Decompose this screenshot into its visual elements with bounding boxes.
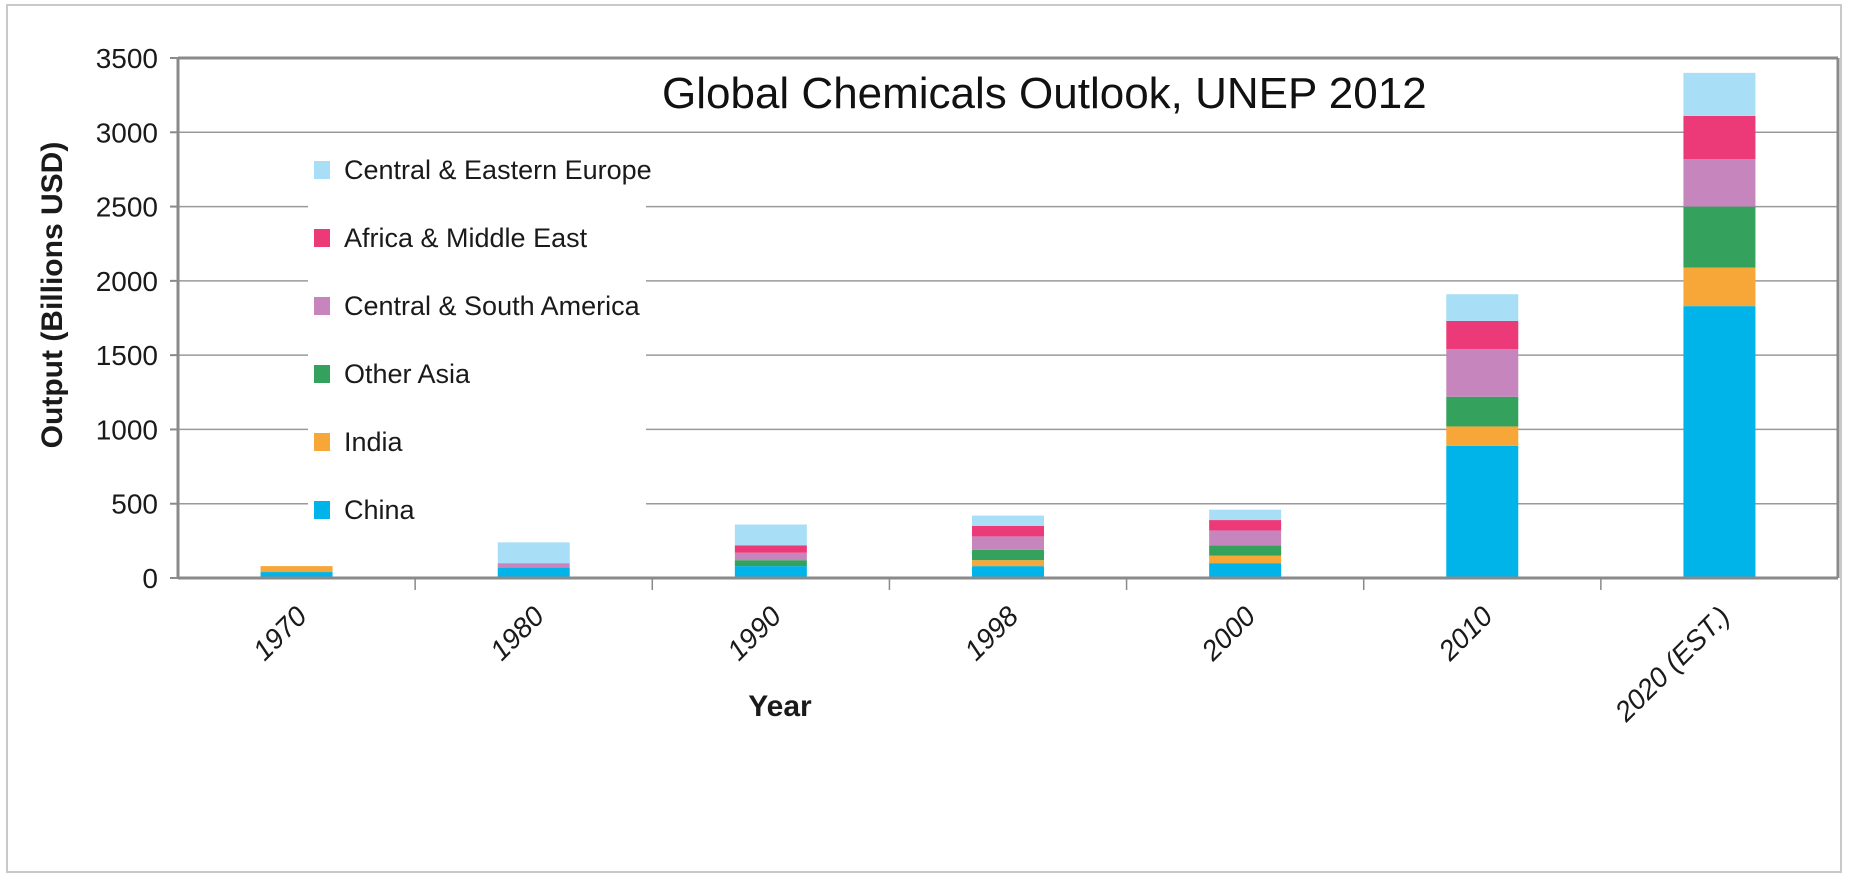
y-tick-label: 2000	[96, 266, 158, 297]
bar-segment	[1683, 206, 1756, 268]
bar-segment	[1209, 509, 1282, 521]
bar-segment	[1446, 294, 1519, 321]
bar-segment	[1209, 555, 1282, 564]
legend-label: Central & South America	[344, 291, 641, 321]
legend-box	[308, 148, 646, 540]
bar-segment	[972, 560, 1044, 567]
legend-swatch	[314, 297, 330, 315]
legend-swatch	[314, 229, 330, 247]
bar-segment	[972, 515, 1044, 526]
y-tick-label: 1500	[96, 340, 158, 371]
bar-segment	[260, 566, 333, 573]
y-tick-label: 3000	[96, 117, 158, 148]
y-tick-label: 0	[142, 563, 158, 594]
x-tick-label: 2000	[1195, 600, 1262, 667]
x-axis-title: Year	[748, 690, 812, 723]
x-tick-label: 1990	[721, 600, 787, 666]
bar-segment	[734, 524, 807, 546]
bar-segment	[1446, 320, 1519, 350]
y-tick-label: 1000	[96, 414, 158, 445]
y-axis-title: Output (Billions USD)	[36, 142, 69, 449]
legend: Central & Eastern Europe Africa & Middle …	[314, 155, 652, 525]
bar-segment	[972, 536, 1044, 550]
legend-label: Other Asia	[344, 359, 471, 389]
legend-swatch	[314, 365, 330, 383]
bar-segment	[1209, 520, 1282, 531]
legend-label: India	[344, 427, 404, 457]
axes	[176, 56, 1840, 580]
bar-segment	[734, 566, 807, 578]
bar-segment	[972, 566, 1044, 578]
bar-segment	[972, 549, 1044, 561]
legend-swatch	[314, 161, 330, 179]
bar-segment	[1683, 115, 1756, 160]
bars	[260, 72, 1756, 578]
x-tick-label: 1998	[958, 600, 1024, 666]
y-axis-ticks: 0 500 1000 1500 2000 2500 3000 3500	[96, 43, 178, 594]
bar-segment	[1683, 267, 1756, 307]
bar-segment	[972, 526, 1044, 537]
x-axis-ticks: 1970 1980 1990 1998 2000 2010 2020 (EST.)	[247, 578, 1736, 728]
y-tick-label: 500	[111, 489, 158, 520]
legend-swatch	[314, 433, 330, 451]
bar-segment	[497, 563, 570, 568]
y-tick-label: 3500	[96, 43, 158, 74]
bar-segment	[497, 567, 570, 578]
bar-segment	[1683, 159, 1756, 207]
legend-background	[308, 148, 646, 540]
bar-segment	[1446, 426, 1519, 446]
bar-segment	[734, 545, 807, 553]
bar-segment	[734, 560, 807, 567]
x-tick-label: 1970	[247, 600, 313, 666]
legend-swatch	[314, 501, 330, 519]
chart-annotation: Global Chemicals Outlook, UNEP 2012	[662, 69, 1427, 118]
x-tick-label: 2010	[1432, 600, 1499, 667]
x-tick-label: 1980	[484, 600, 550, 666]
legend-label: Central & Eastern Europe	[344, 155, 652, 185]
bar-segment	[1683, 72, 1756, 116]
bar-segment	[734, 552, 807, 561]
bar-segment	[260, 572, 333, 578]
x-tick-label: 2020 (EST.)	[1608, 600, 1736, 728]
bar-segment	[1209, 545, 1282, 556]
bar-segment	[1446, 349, 1519, 397]
legend-label: Africa & Middle East	[344, 223, 588, 253]
bar-segment	[1446, 396, 1519, 427]
y-tick-label: 2500	[96, 192, 158, 223]
legend-label: China	[344, 495, 416, 525]
bar-segment	[1446, 445, 1519, 578]
bar-segment	[1209, 563, 1282, 578]
bar-segment	[497, 542, 570, 564]
bar-segment	[1209, 530, 1282, 546]
bar-segment	[1683, 306, 1756, 578]
